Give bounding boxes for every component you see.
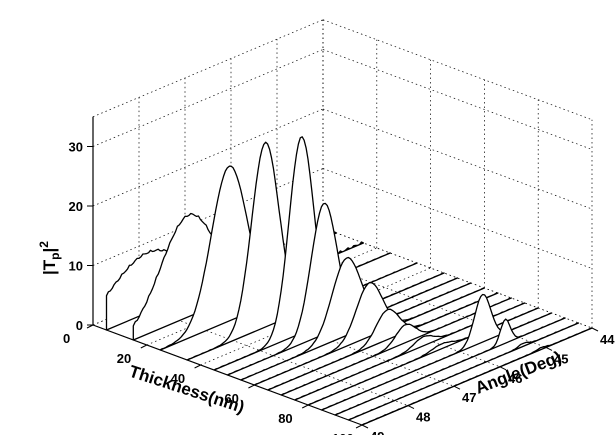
y-tick-label: 45: [554, 351, 568, 366]
z-axis-title-end: |: [40, 248, 59, 253]
trace-layer: [105, 136, 593, 426]
series-trace: [347, 322, 580, 421]
z-axis-title-sub: p: [48, 253, 62, 260]
grid-line: [230, 266, 501, 368]
y-tick: [453, 385, 461, 390]
x-tick-label: 100: [332, 431, 354, 435]
series-trace: [320, 293, 553, 411]
y-tick: [591, 327, 599, 332]
y-tick: [407, 405, 415, 410]
series-trace: [334, 317, 566, 416]
grid-line: [184, 285, 455, 387]
x-tick-label: 40: [171, 371, 185, 386]
y-tick-label: 48: [416, 410, 430, 425]
grid-line: [322, 108, 593, 210]
grid-line: [92, 108, 324, 207]
z-tick-label: 30: [69, 140, 83, 155]
y-tick: [545, 346, 553, 351]
y-tick: [361, 424, 369, 429]
y-tick-label: 47: [462, 390, 476, 405]
grid-line: [322, 168, 593, 269]
y-tick-label: 44: [600, 332, 615, 347]
x-tick: [355, 424, 363, 429]
grid-line: [322, 19, 593, 121]
series-trace: [253, 281, 486, 386]
x-axis-title: Thickness(nm): [127, 362, 247, 417]
grid-line: [92, 49, 324, 147]
series-trace: [267, 292, 499, 391]
z-tick-label: 10: [69, 259, 83, 274]
grid-line: [200, 267, 431, 366]
x-tick-label: 60: [224, 391, 238, 406]
y-tick-label: 46: [508, 371, 522, 386]
x-tick: [248, 384, 255, 389]
grid-line: [92, 19, 324, 118]
grid-line: [322, 49, 593, 150]
z-tick-label: 0: [76, 318, 83, 333]
grid-line: [92, 168, 324, 266]
y-tick-label: 49: [370, 429, 384, 435]
series-trace: [280, 297, 512, 396]
x-tick: [140, 344, 148, 349]
x-tick: [301, 404, 309, 409]
z-axis-title: |Tp|2: [37, 241, 62, 275]
x-tick: [194, 364, 201, 369]
x-tick-label: 20: [117, 351, 131, 366]
label-layer: 0 20 40 60 80 100 44 45 46 47 48 49 0 10 20 30: [63, 140, 615, 435]
x-tick-label: 80: [278, 411, 292, 426]
series-trace: [361, 327, 593, 426]
x-tick-label: 0: [63, 331, 70, 346]
z-axis-title-sup: 2: [37, 241, 51, 248]
grid-line: [138, 305, 409, 406]
z-axis-title-base: |T: [40, 259, 59, 275]
y-tick: [499, 366, 507, 371]
grid-line: [322, 227, 593, 329]
z-tick-label: 20: [69, 199, 83, 214]
